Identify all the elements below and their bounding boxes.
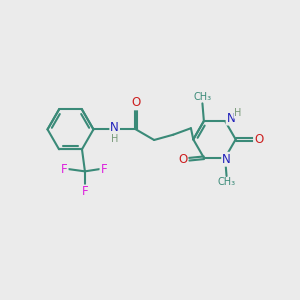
Text: CH₃: CH₃ bbox=[193, 92, 212, 103]
Text: O: O bbox=[254, 133, 263, 146]
Text: F: F bbox=[61, 163, 68, 176]
Text: H: H bbox=[111, 134, 118, 144]
Text: H: H bbox=[234, 108, 242, 118]
Text: O: O bbox=[178, 153, 187, 166]
Text: N: N bbox=[110, 121, 119, 134]
Text: CH₃: CH₃ bbox=[218, 178, 236, 188]
Text: N: N bbox=[222, 153, 231, 166]
Text: N: N bbox=[226, 112, 235, 124]
Text: O: O bbox=[131, 96, 140, 110]
Text: F: F bbox=[100, 163, 107, 176]
Text: F: F bbox=[82, 185, 88, 199]
